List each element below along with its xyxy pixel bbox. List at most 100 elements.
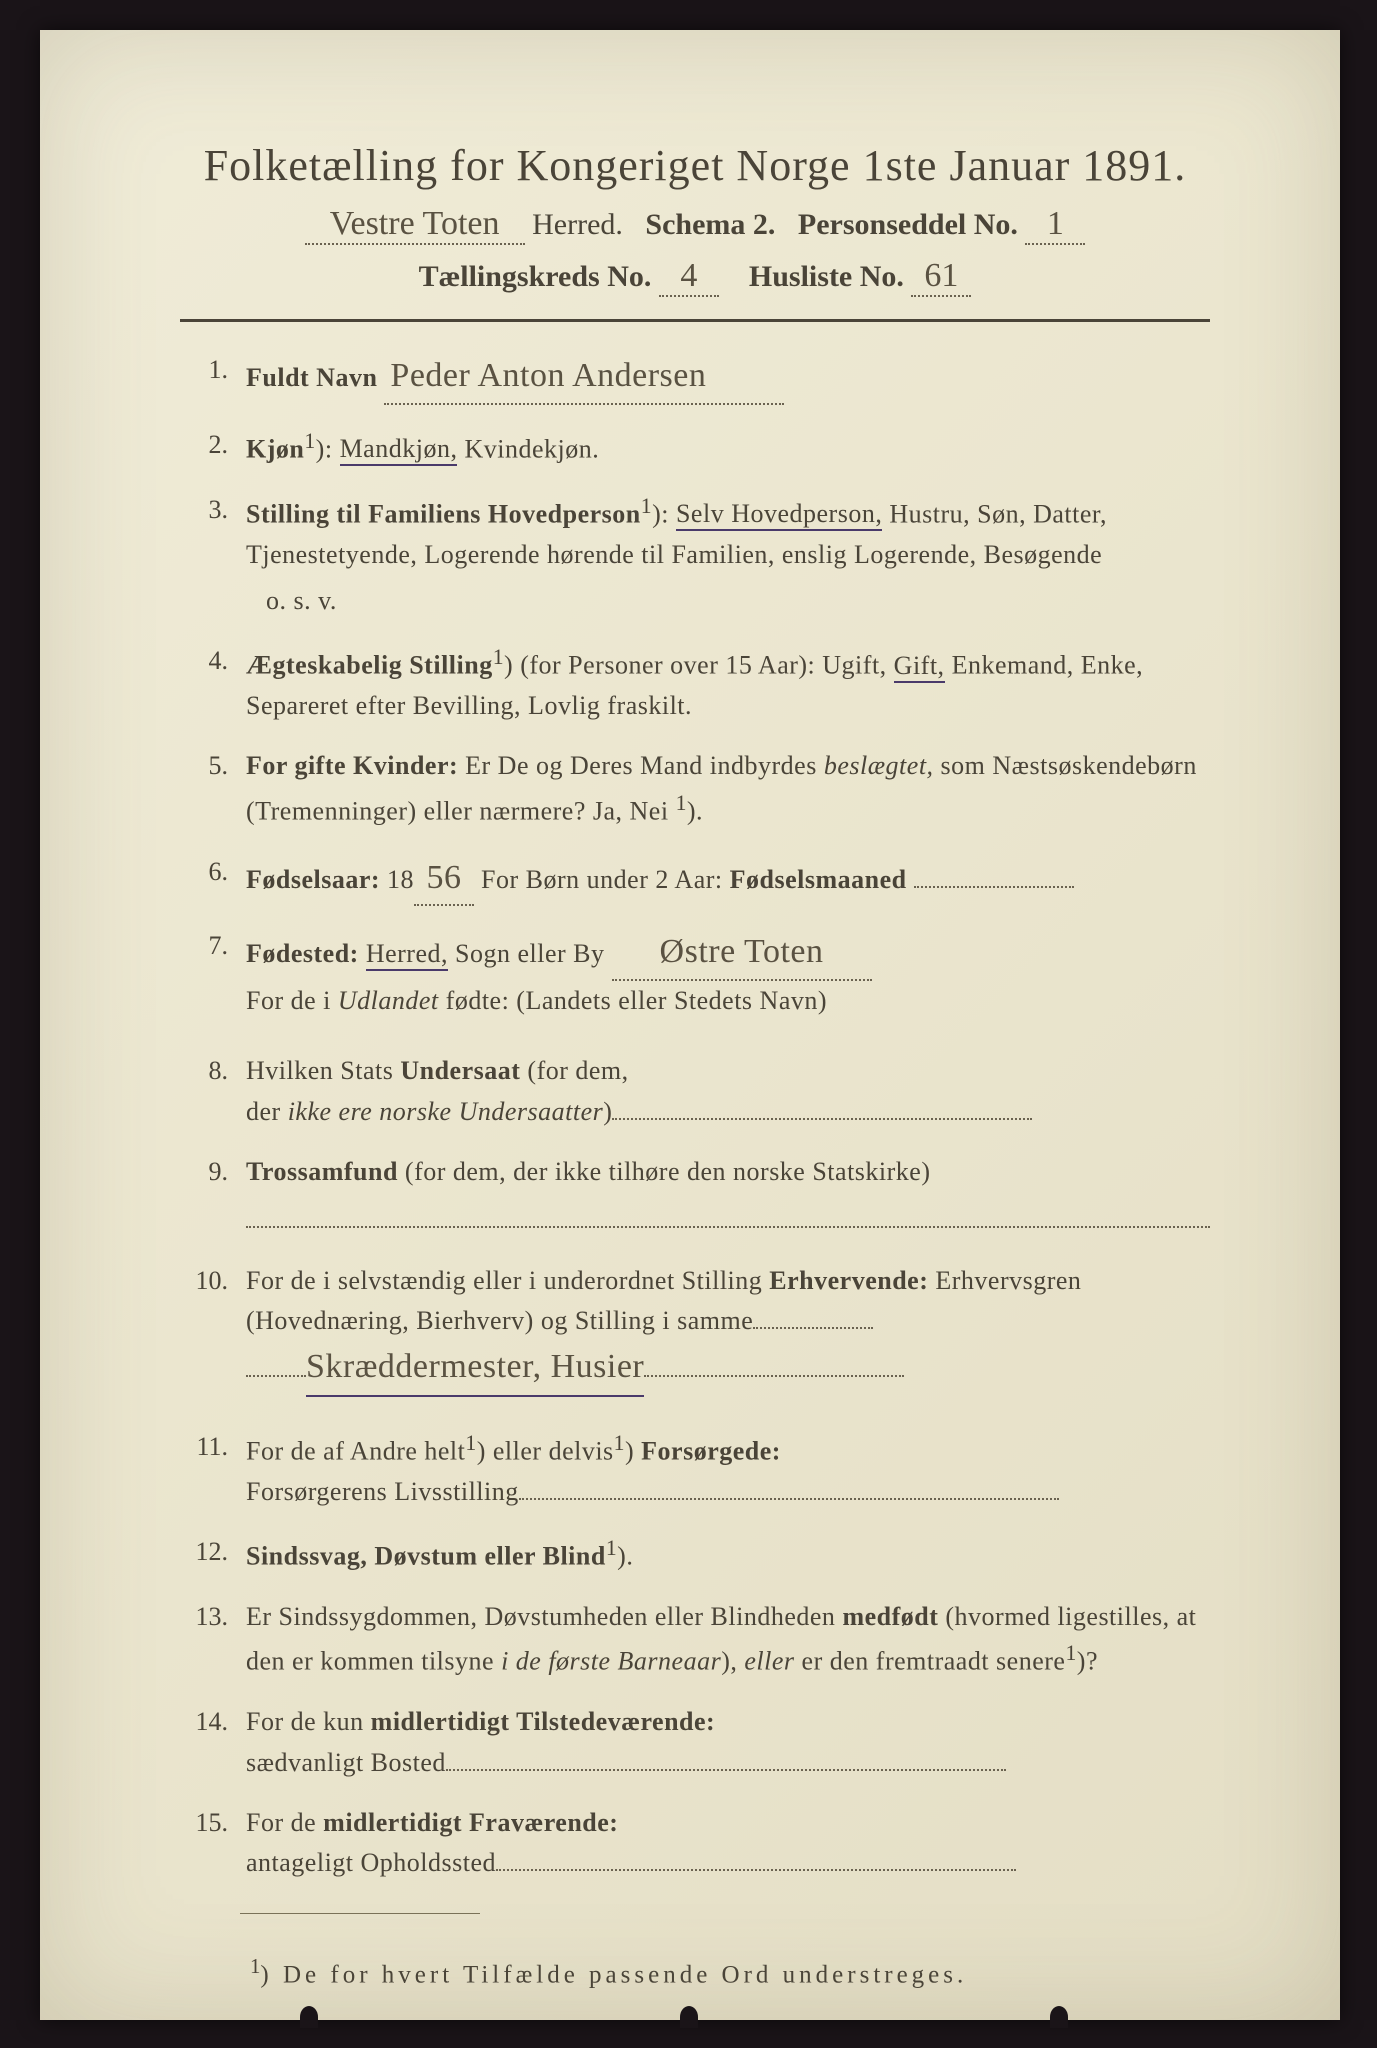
item-2: 2. Kjøn1): Mandkjøn, Kvindekjøn.	[180, 425, 1210, 470]
month-blank	[914, 886, 1074, 888]
item-body: Fuldt Navn Peder Anton Andersen	[246, 350, 1210, 405]
item-6: 6. Fødselsaar: 1856 For Børn under 2 Aar…	[180, 852, 1210, 907]
kreds-hw: 4	[659, 257, 719, 297]
name-handwritten: Peder Anton Andersen	[384, 350, 784, 405]
occupation-handwritten: Skræddermester, Husier	[306, 1341, 644, 1397]
field-label: Fødselsaar:	[246, 865, 380, 894]
footnote-ref: 1	[606, 1536, 617, 1560]
em-text: i de første Barneaar	[501, 1647, 721, 1676]
blank	[519, 1498, 1059, 1500]
herred-handwritten: Vestre Toten	[305, 205, 525, 245]
line2: antageligt Opholdssted	[246, 1843, 1210, 1883]
field-label: Ægteskabelig Stilling	[246, 651, 493, 680]
footnote: 1) De for hvert Tilfælde passende Ord un…	[180, 1954, 1210, 1989]
personseddel-label: Personseddel No.	[798, 208, 1018, 241]
item-1: 1. Fuldt Navn Peder Anton Andersen	[180, 350, 1210, 405]
item-body: Hvilken Stats Undersaat (for dem, der ik…	[246, 1051, 1210, 1132]
item-12: 12. Sindssvag, Døvstum eller Blind1).	[180, 1532, 1210, 1577]
footnote-ref: 1	[676, 791, 687, 815]
item-body: Kjøn1): Mandkjøn, Kvindekjøn.	[246, 425, 1210, 470]
footnote-text: ) De for hvert Tilfælde passende Ord und…	[260, 1962, 967, 1989]
item-number: 4.	[180, 641, 246, 726]
header-rule	[180, 319, 1210, 322]
item-body: Er Sindssygdommen, Døvstumheden eller Bl…	[246, 1597, 1210, 1682]
etc-text: o. s. v.	[246, 581, 1210, 621]
text: For de af Andre helt	[246, 1436, 465, 1465]
item-body: For de af Andre helt1) eller delvis1) Fo…	[246, 1427, 1210, 1512]
bold-text: medfødt	[842, 1602, 938, 1631]
form-items: 1. Fuldt Navn Peder Anton Andersen 2. Kj…	[180, 350, 1210, 1883]
text: er den fremtraadt senere	[795, 1647, 1066, 1676]
paper-tear	[300, 2006, 318, 2028]
item-number: 8.	[180, 1051, 246, 1132]
item-number: 12.	[180, 1532, 246, 1577]
husliste-hw: 61	[911, 257, 971, 297]
item-15: 15. For de midlertidigt Fraværende: anta…	[180, 1803, 1210, 1884]
item-body: Trossamfund (for dem, der ikke tilhøre d…	[246, 1152, 1210, 1241]
line2: der ikke ere norske Undersaatter)	[246, 1092, 1210, 1132]
footnote-ref: 1	[465, 1431, 476, 1455]
field-label: Stilling til Familiens Hovedperson	[246, 499, 641, 528]
footnote-ref: 1	[493, 645, 504, 669]
form-header: Folketælling for Kongeriget Norge 1ste J…	[180, 140, 1210, 297]
text: sædvanligt Bosted	[246, 1748, 446, 1777]
blank	[612, 1118, 1032, 1120]
field-label-2: Fødselsmaaned	[730, 865, 907, 894]
selected-option: Herred,	[366, 939, 448, 971]
text: Forsørgerens Livsstilling	[246, 1477, 519, 1506]
paper-tear	[680, 2006, 698, 2028]
tail: ).	[687, 796, 703, 825]
text: Sogn eller By	[448, 939, 605, 968]
text: For de midlertidigt Fraværende:	[246, 1808, 618, 1837]
census-form-page: Folketælling for Kongeriget Norge 1ste J…	[40, 30, 1340, 2020]
personseddel-hw: 1	[1025, 205, 1085, 245]
item-9: 9. Trossamfund (for dem, der ikke tilhør…	[180, 1152, 1210, 1241]
item-body: For gifte Kvinder: Er De og Deres Mand i…	[246, 746, 1210, 831]
selected-option: Mandkjøn,	[340, 434, 458, 466]
text: Er De og Deres Mand indbyrdes	[458, 751, 824, 780]
header-line-2: Vestre Toten Herred. Schema 2. Personsed…	[180, 205, 1210, 245]
item-body: Sindssvag, Døvstum eller Blind1).	[246, 1532, 1210, 1577]
item-number: 11.	[180, 1427, 246, 1512]
item-5: 5. For gifte Kvinder: Er De og Deres Man…	[180, 746, 1210, 831]
blank	[496, 1869, 1016, 1871]
text: fødte: (Landets eller Stedets Navn)	[439, 986, 827, 1015]
item-4: 4. Ægteskabelig Stilling1) (for Personer…	[180, 641, 1210, 726]
text: ) Forsørgede:	[625, 1436, 781, 1465]
item-3: 3. Stilling til Familiens Hovedperson1):…	[180, 490, 1210, 622]
item-13: 13. Er Sindssygdommen, Døvstumheden elle…	[180, 1597, 1210, 1682]
text: For de i selvstændig eller i underordnet…	[246, 1266, 928, 1295]
line2: sædvanligt Bosted	[246, 1743, 1210, 1783]
options-pre: Ugift,	[822, 651, 893, 680]
blank	[246, 1375, 306, 1377]
paper-tear	[1050, 2006, 1068, 2028]
item-number: 14.	[180, 1702, 246, 1783]
item-number: 13.	[180, 1597, 246, 1682]
field-label: For gifte Kvinder:	[246, 751, 458, 780]
footnote-ref: 1	[641, 494, 652, 518]
text: ) eller delvis	[477, 1436, 614, 1465]
text: )	[603, 1097, 612, 1126]
item-number: 9.	[180, 1152, 246, 1241]
item-number: 5.	[180, 746, 246, 831]
birthplace-handwritten: Østre Toten	[612, 926, 872, 981]
text: der	[246, 1097, 288, 1126]
line2: For de i Udlandet fødte: (Landets eller …	[246, 981, 1210, 1021]
footnote-rule	[240, 1913, 480, 1914]
text: Hvilken Stats Undersaat	[246, 1056, 520, 1085]
item-7: 7. Fødested: Herred, Sogn eller By Østre…	[180, 926, 1210, 1021]
item-number: 6.	[180, 852, 246, 907]
herred-label: Herred.	[532, 208, 623, 241]
text: ),	[721, 1647, 744, 1676]
em-text: eller	[744, 1647, 794, 1676]
blank-line	[246, 1200, 1210, 1228]
footnote-ref: 1	[304, 429, 315, 453]
options-text: Kvindekjøn.	[457, 434, 599, 463]
blank	[446, 1769, 1006, 1771]
item-body: Fødselsaar: 1856 For Børn under 2 Aar: F…	[246, 852, 1210, 907]
footnote-marker: 1	[250, 1954, 260, 1978]
header-line-3: Tællingskreds No. 4 Husliste No. 61	[180, 257, 1210, 297]
text: (for dem, der ikke tilhøre den norske St…	[398, 1157, 931, 1186]
item-11: 11. For de af Andre helt1) eller delvis1…	[180, 1427, 1210, 1512]
item-number: 1.	[180, 350, 246, 405]
